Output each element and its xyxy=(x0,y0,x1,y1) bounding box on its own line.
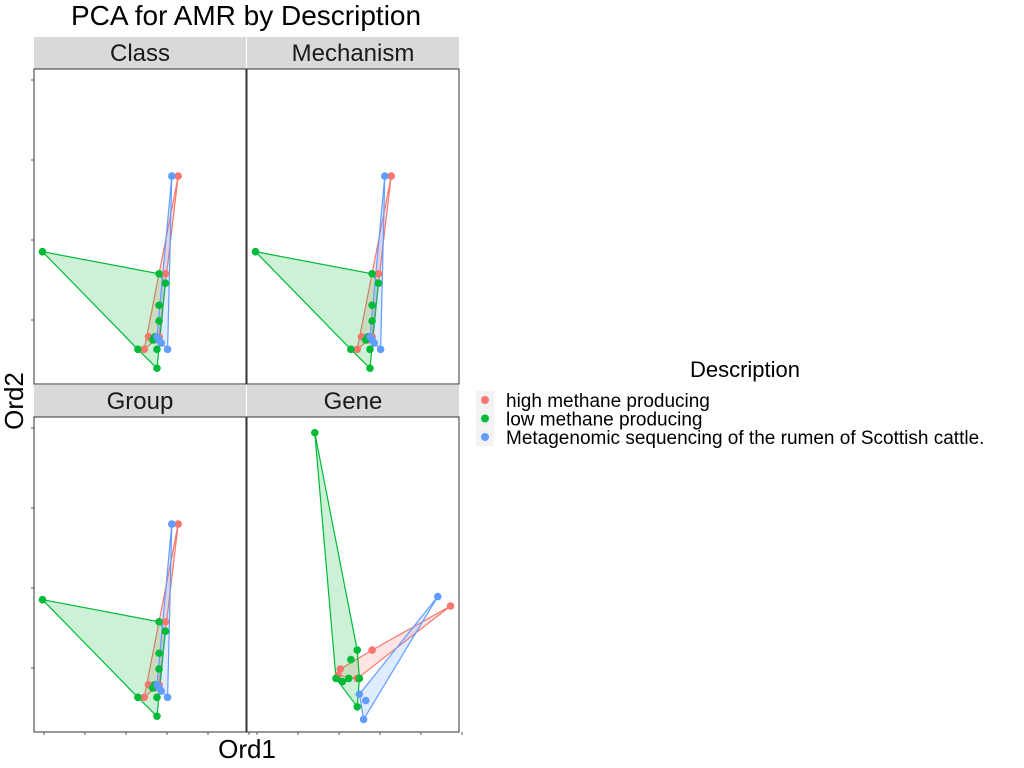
point-layer xyxy=(38,172,182,373)
data-point xyxy=(336,665,345,673)
facet-strip xyxy=(247,385,459,417)
panel-background xyxy=(246,68,460,385)
panel-background xyxy=(33,68,247,385)
data-point xyxy=(446,602,455,610)
data-point xyxy=(153,332,161,341)
data-point xyxy=(366,345,374,354)
data-point xyxy=(355,674,364,683)
data-point xyxy=(368,646,376,654)
panel-background xyxy=(33,416,247,733)
data-point xyxy=(153,680,161,689)
data-point xyxy=(161,279,170,288)
data-point xyxy=(168,520,176,528)
data-point xyxy=(153,345,161,354)
legend-key xyxy=(481,396,489,404)
data-point xyxy=(368,317,376,325)
legend-entry: low methane producing xyxy=(476,409,702,431)
data-point xyxy=(134,693,142,702)
data-point xyxy=(332,674,340,683)
data-point xyxy=(359,715,368,724)
data-point xyxy=(361,696,370,705)
data-point xyxy=(161,269,170,278)
data-point xyxy=(434,592,442,601)
data-point xyxy=(161,627,170,635)
data-point xyxy=(153,693,161,702)
data-point xyxy=(134,345,142,354)
convex-hull xyxy=(40,598,167,718)
data-point xyxy=(140,345,149,354)
chart-title: PCA for AMR by Description xyxy=(71,0,421,31)
data-point xyxy=(38,595,47,604)
legend-entry: high methane producing xyxy=(476,391,710,412)
data-point xyxy=(368,301,376,310)
convex-hull xyxy=(253,250,380,370)
data-point xyxy=(338,677,347,686)
data-point xyxy=(353,703,362,711)
data-point xyxy=(163,345,172,354)
data-point xyxy=(376,345,385,354)
facet-strip xyxy=(34,37,246,69)
data-point xyxy=(353,646,362,654)
convex-hull xyxy=(358,596,439,722)
point-layer xyxy=(38,520,182,721)
facet-panels: Class Mechanism Group Gene xyxy=(31,37,463,735)
facet-panel-class: Class xyxy=(31,37,247,385)
facet-panel-gene: Gene xyxy=(246,385,463,735)
data-point xyxy=(174,520,182,528)
facet-strip-label: Mechanism xyxy=(292,40,415,67)
data-point xyxy=(366,332,374,341)
y-axis-title: Ord2 xyxy=(0,372,29,430)
data-point xyxy=(353,345,362,354)
facet-strip-label: Class xyxy=(110,40,170,67)
facet-panel-mechanism: Mechanism xyxy=(246,37,460,385)
data-point xyxy=(368,269,376,278)
panel-background xyxy=(246,416,460,733)
legend-entry: Metagenomic sequencing of the rumen of S… xyxy=(476,428,984,449)
facet-strip-label: Group xyxy=(107,388,174,415)
data-point xyxy=(38,247,47,256)
point-layer xyxy=(311,428,455,724)
data-point xyxy=(374,279,383,288)
legend-title: Description xyxy=(690,357,800,382)
data-point xyxy=(344,674,353,683)
data-point xyxy=(311,428,319,437)
data-point xyxy=(168,172,176,180)
convex-hull xyxy=(40,250,167,370)
data-point xyxy=(155,649,163,658)
facet-strip xyxy=(34,385,246,417)
x-axis-title: Ord1 xyxy=(218,734,276,764)
data-point xyxy=(155,301,163,310)
data-point xyxy=(155,665,163,673)
data-point xyxy=(387,172,395,180)
legend-key xyxy=(481,433,489,441)
data-point xyxy=(251,247,260,256)
data-point xyxy=(140,693,149,702)
legend-label: high methane producing xyxy=(506,391,710,412)
data-point xyxy=(155,317,163,325)
legend-key xyxy=(481,414,489,423)
facet-strip xyxy=(247,37,459,69)
data-point xyxy=(347,345,355,354)
data-point xyxy=(163,693,172,702)
data-point xyxy=(381,172,389,180)
data-point xyxy=(366,364,374,373)
data-point xyxy=(155,617,163,626)
point-layer xyxy=(251,172,395,373)
data-point xyxy=(355,690,364,698)
data-point xyxy=(161,617,170,626)
facet-panel-group: Group xyxy=(31,385,250,735)
hull-layer xyxy=(40,523,179,718)
data-point xyxy=(374,269,383,278)
data-point xyxy=(153,364,161,373)
legend-label: Metagenomic sequencing of the rumen of S… xyxy=(506,428,984,449)
data-point xyxy=(155,269,163,278)
data-point xyxy=(347,655,355,664)
facet-strip-label: Gene xyxy=(324,388,383,415)
data-point xyxy=(174,172,182,180)
data-point xyxy=(153,712,161,721)
legend-label: low methane producing xyxy=(506,410,702,431)
